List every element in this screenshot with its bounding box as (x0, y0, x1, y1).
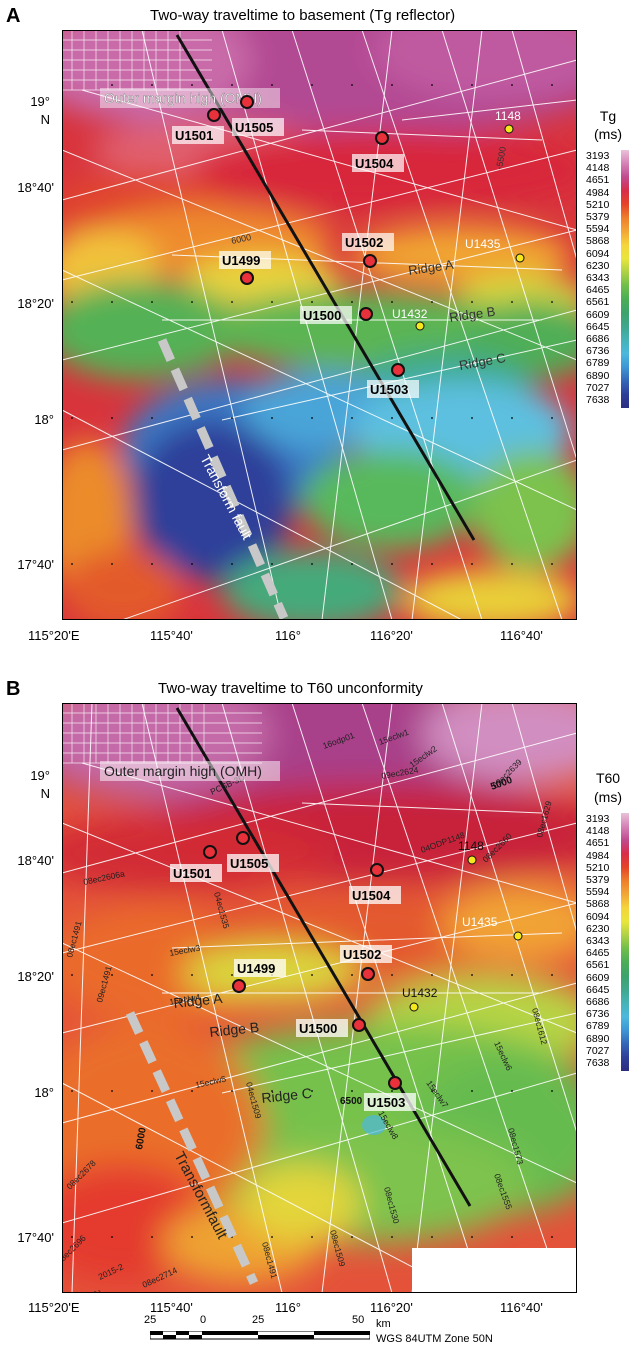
site-1148-marker[interactable] (467, 855, 477, 865)
site-u1504-label: U1504 (355, 156, 394, 171)
site-u1503-marker[interactable] (388, 1076, 402, 1090)
site-u1501-marker[interactable] (203, 845, 217, 859)
panel-a-transform-fault (157, 338, 289, 620)
site-u1500-label: U1500 (299, 1021, 337, 1036)
site-u1432-marker[interactable] (409, 1002, 419, 1012)
panel-a-legend-colorbar (621, 150, 629, 408)
panel-a-map: Outer margin high (OMH) U1501 U1505 U150… (62, 30, 577, 620)
panel-a-lat-19: 19° (30, 94, 50, 109)
panel-a-lon-11620: 116°20' (370, 628, 413, 643)
site-u1503-marker[interactable] (391, 363, 405, 377)
panel-a-lon-11640: 116°40' (500, 628, 543, 643)
site-u1501-marker[interactable] (207, 108, 221, 122)
site-u1432-marker[interactable] (415, 321, 425, 331)
panel-b-lon-11620: 116°20' (370, 1300, 413, 1315)
panel-b-omh-label: Outer margin high (OMH) (104, 763, 262, 779)
panel-a-lon-11520: 115°20'E (28, 628, 80, 643)
site-u1499-label: U1499 (222, 253, 260, 268)
panel-a-contour-6000: 6000 (230, 232, 252, 246)
panel-a-lon-11540: 115°40' (150, 628, 193, 643)
panel-b-legend-unit: (ms) (594, 789, 622, 805)
site-u1505-marker[interactable] (240, 95, 254, 109)
panel-b-lat-19: 19° (30, 768, 50, 783)
site-u1504-marker[interactable] (370, 863, 384, 877)
site-u1501-label: U1501 (175, 128, 213, 143)
panel-b-lat-1740: 17°40' (17, 1230, 54, 1245)
panel-a-omh-label: Outer margin high (OMH) (104, 90, 262, 106)
panel-b-site-track (175, 707, 472, 1207)
ridge-a-label: Ridge A (173, 990, 224, 1011)
site-u1501-label: U1501 (173, 866, 211, 881)
site-1148-label: 1148 (495, 109, 521, 123)
site-1148-label: 1148 (458, 839, 484, 853)
site-u1500-marker[interactable] (359, 307, 373, 321)
site-u1504-marker[interactable] (375, 131, 389, 145)
panel-b-lat-18: 18° (34, 1085, 54, 1100)
panel-b-lat-1840: 18°40' (17, 853, 54, 868)
scale-projection: WGS 84UTM Zone 50N (376, 1333, 493, 1345)
scale-bar (149, 1328, 371, 1340)
panel-b-legend-values: 3193 4148 4651 4984 5210 5379 5594 5868 6094 6230… (586, 813, 610, 1070)
scale-tick-0: 0 (200, 1314, 207, 1326)
site-u1503-label: U1503 (367, 1095, 405, 1110)
panel-a-title: Two-way traveltime to basement (Tg refle… (150, 7, 456, 24)
panel-a-legend-values: 3193 4148 4651 4984 5210 5379 5594 5868 6094 6230… (586, 150, 610, 407)
panel-b-title: Two-way traveltime to T60 unconformity (158, 680, 423, 697)
panel-b-contour-6500: 6500 (340, 1096, 363, 1107)
site-u1435-label: U1435 (462, 915, 498, 929)
site-u1499-marker[interactable] (240, 271, 254, 285)
site-u1503-label: U1503 (370, 382, 408, 397)
site-u1499-marker[interactable] (232, 979, 246, 993)
panel-a-contour-5500: -5500 (494, 146, 508, 170)
panel-b-letter: B (6, 678, 21, 700)
scale-unit: km (376, 1318, 391, 1330)
panel-a-legend-unit: (ms) (594, 126, 622, 142)
panel-a-site-track (175, 34, 476, 541)
site-u1435-marker[interactable] (513, 931, 523, 941)
site-u1502-label: U1502 (345, 235, 383, 250)
site-u1502-marker[interactable] (361, 967, 375, 981)
site-u1435-marker[interactable] (515, 253, 525, 263)
site-u1504-label: U1504 (352, 888, 391, 903)
ridge-a-label: Ridge A (407, 257, 455, 278)
panel-b-map: 08ec2606a 04ec1535 08ec1491 09ec1491 15e… (54, 703, 577, 1317)
panel-a-lat-1820: 18°20' (17, 296, 54, 311)
panel-a-lon-116: 116° (275, 628, 301, 643)
site-u1502-marker[interactable] (363, 254, 377, 268)
panel-b-transform-fault (125, 1011, 259, 1285)
site-u1432-label: U1432 (402, 986, 438, 1000)
panel-b-contour-6000: 6000 (134, 1126, 149, 1150)
site-u1435-label: U1435 (465, 237, 501, 251)
panel-a-lat-1840: 18°40' (17, 180, 54, 195)
scale-tick-50: 50 (352, 1314, 365, 1326)
panel-b-lat-1820: 18°20' (17, 969, 54, 984)
panel-b-lat-n: N (40, 786, 50, 801)
ridge-b-label: Ridge B (209, 1019, 260, 1040)
site-u1499-label: U1499 (237, 961, 275, 976)
site-u1500-marker[interactable] (352, 1018, 366, 1032)
panel-b-lon-11540: 115°40' (150, 1300, 193, 1315)
ridge-c-label: Ridge C (261, 1085, 313, 1106)
panel-a-lat-1740: 17°40' (17, 557, 54, 572)
panel-b-legend-colorbar (621, 813, 629, 1071)
site-u1432-label: U1432 (392, 307, 428, 321)
panel-a-lat-18: 18° (34, 412, 54, 427)
site-u1505-label: U1505 (230, 856, 268, 871)
panel-a-legend-title: Tg (599, 108, 617, 124)
panel-b-lon-11520: 115°20'E (28, 1300, 80, 1315)
panel-b-legend-title: T60 (595, 770, 621, 786)
panel-a-lat-n: N (40, 112, 50, 127)
site-u1505-marker[interactable] (236, 831, 250, 845)
site-1148-marker[interactable] (504, 124, 514, 134)
site-u1500-label: U1500 (303, 308, 341, 323)
panel-b-lon-11640: 116°40' (500, 1300, 543, 1315)
ridge-b-label: Ridge B (448, 304, 496, 325)
scale-tick-25-right: 25 (252, 1314, 265, 1326)
panel-b-lon-116: 116° (275, 1300, 301, 1315)
site-u1502-label: U1502 (343, 947, 381, 962)
scale-tick-25-left: 25 (144, 1314, 157, 1326)
panel-a-letter: A (6, 5, 21, 27)
site-u1505-label: U1505 (235, 120, 273, 135)
